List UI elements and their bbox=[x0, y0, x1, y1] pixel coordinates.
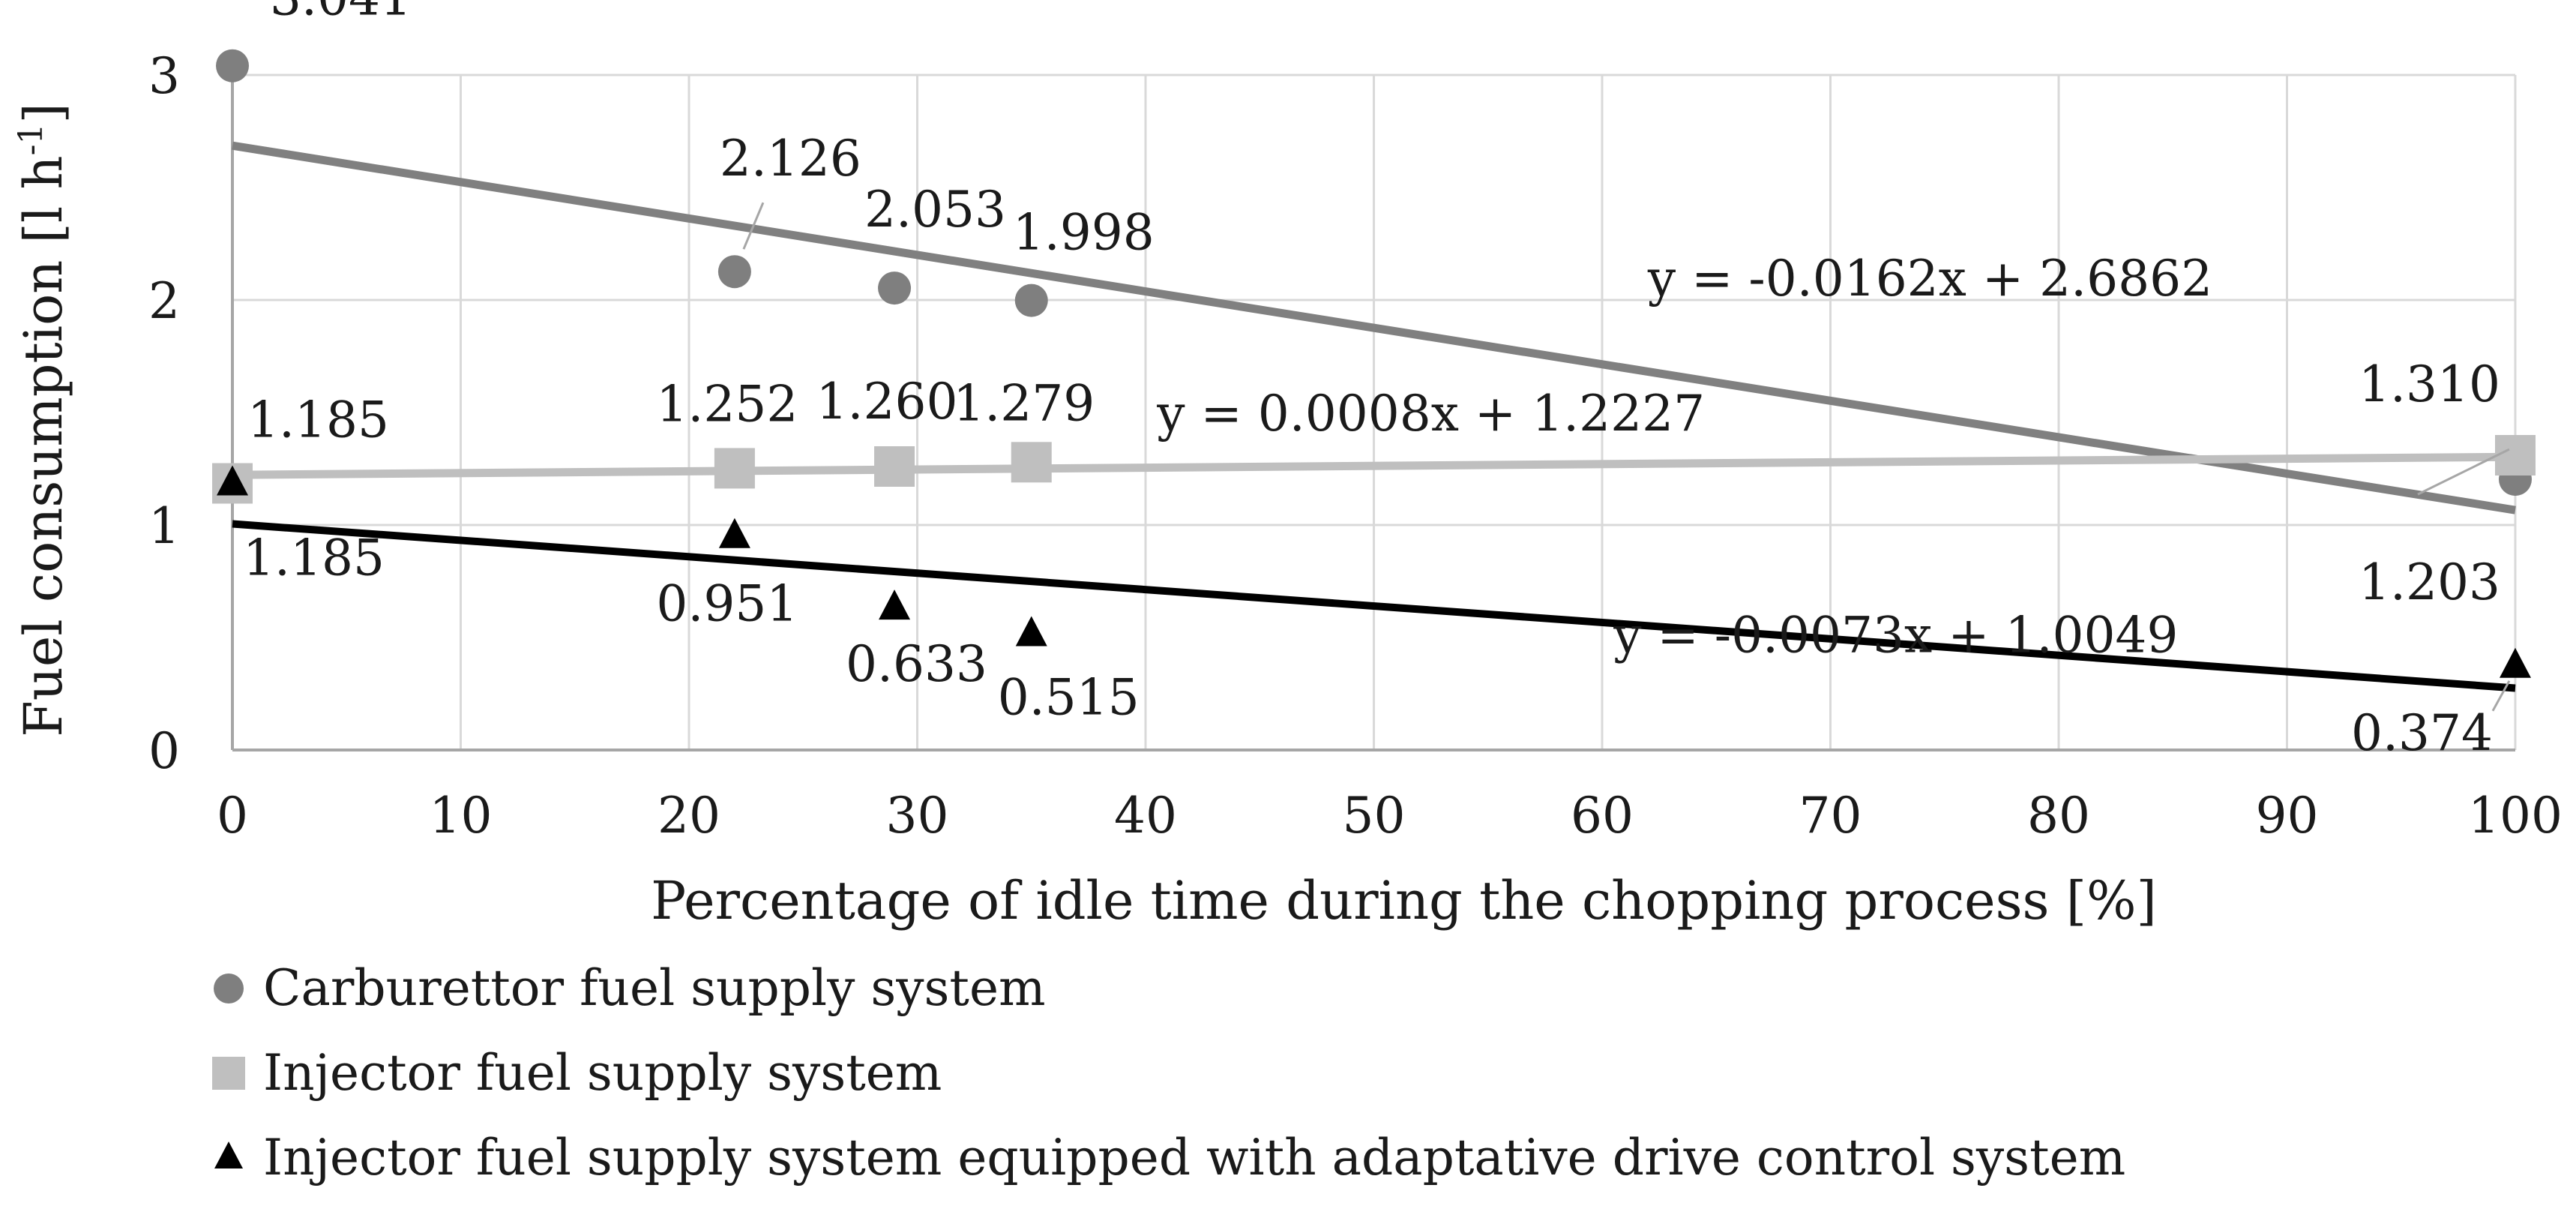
trendline bbox=[232, 520, 2516, 692]
carburettor-data-label: 2.053 bbox=[864, 181, 1006, 238]
grid bbox=[232, 74, 2517, 750]
carburettor-point bbox=[878, 272, 912, 305]
trendline bbox=[232, 452, 2516, 479]
legend-triangle-icon bbox=[214, 1142, 243, 1168]
legend-label: Injector fuel supply system equipped wit… bbox=[263, 1129, 2125, 1186]
x-tick-label: 100 bbox=[2468, 787, 2563, 844]
x-tick-label: 60 bbox=[1571, 787, 1634, 844]
x-axis-title: Percentage of idle time during the chopp… bbox=[651, 870, 2157, 932]
adaptive-point bbox=[2500, 647, 2531, 678]
trendlines bbox=[232, 141, 2516, 692]
injector-data-label: 1.279 bbox=[953, 374, 1095, 432]
data-points bbox=[212, 49, 2536, 678]
y-tick-label: 2 bbox=[148, 272, 180, 330]
legend-square-icon bbox=[212, 1057, 245, 1090]
x-tick-label: 40 bbox=[1114, 787, 1177, 844]
carburettor-point bbox=[216, 49, 249, 82]
y-axis-title-main: Fuel consumption [l h bbox=[13, 155, 74, 736]
x-tick-label: 20 bbox=[657, 787, 720, 844]
trendline bbox=[232, 141, 2516, 514]
carburettor-equation: y = -0.0162x + 2.6862 bbox=[1647, 250, 2212, 308]
injector-point bbox=[714, 448, 755, 489]
x-tick-label: 30 bbox=[886, 787, 949, 844]
adaptive-point bbox=[879, 590, 911, 620]
y-axis-title: Fuel consumption [l h-1] bbox=[12, 103, 74, 737]
leader-line bbox=[2491, 680, 2511, 712]
injector-point bbox=[1011, 442, 1052, 483]
carburettor-data-label: 1.998 bbox=[1013, 204, 1155, 262]
adaptive-equation: y = -0.0073x + 1.0049 bbox=[1613, 607, 2178, 664]
carburettor-data-label: 3.041 bbox=[270, 0, 412, 27]
adaptive-point bbox=[217, 465, 248, 496]
x-tick-label: 0 bbox=[217, 787, 248, 844]
injector-data-label: 1.260 bbox=[816, 373, 958, 430]
y-axis-title-superscript: -1 bbox=[12, 124, 50, 156]
y-tick-label: 1 bbox=[148, 497, 180, 555]
x-tick-label: 70 bbox=[1799, 787, 1862, 844]
leader-line bbox=[742, 202, 765, 250]
x-tick-label: 90 bbox=[2256, 787, 2319, 844]
adaptive-point bbox=[718, 518, 750, 548]
injector-point bbox=[2495, 435, 2536, 476]
axis-titles: Percentage of idle time during the chopp… bbox=[12, 103, 2157, 932]
y-axis-title-tail: ] bbox=[13, 103, 74, 123]
adaptive-data-label: 0.951 bbox=[656, 575, 798, 633]
legend: Carburettor fuel supply system Injector f… bbox=[212, 959, 2125, 1186]
adaptive-data-label: 0.374 bbox=[2351, 704, 2493, 762]
legend-circle-icon bbox=[214, 974, 244, 1004]
adaptive-data-label: 0.515 bbox=[998, 669, 1140, 727]
legend-label: Injector fuel supply system bbox=[263, 1044, 942, 1102]
injector-data-label: 1.252 bbox=[656, 375, 798, 433]
carburettor-point bbox=[717, 255, 751, 289]
x-tick-label: 50 bbox=[1343, 787, 1406, 844]
carburettor-data-label: 2.126 bbox=[720, 130, 861, 188]
injector-point bbox=[874, 446, 915, 487]
adaptive-data-label: 1.185 bbox=[243, 530, 385, 587]
carburettor-point bbox=[1014, 284, 1048, 317]
x-tick-label: 80 bbox=[2027, 787, 2090, 844]
injector-data-label: 1.185 bbox=[247, 392, 389, 449]
injector-data-label: 1.310 bbox=[2359, 356, 2500, 413]
leader-line bbox=[2417, 448, 2510, 496]
adaptive-data-label: 0.633 bbox=[846, 635, 987, 693]
y-tick-label: 3 bbox=[148, 47, 180, 105]
adaptive-point bbox=[1015, 616, 1047, 646]
y-tick-label: 0 bbox=[148, 722, 180, 780]
legend-label: Carburettor fuel supply system bbox=[263, 959, 1046, 1017]
carburettor-data-label: 1.203 bbox=[2359, 554, 2500, 611]
x-tick-label: 10 bbox=[430, 787, 493, 844]
injector-equation: y = 0.0008x + 1.2227 bbox=[1156, 385, 1705, 442]
axes: 0 10 20 30 40 50 60 70 80 90 100 0 1 2 3 bbox=[148, 47, 2563, 844]
trendline-equations: y = -0.0162x + 2.6862 y = 0.0008x + 1.222… bbox=[1156, 250, 2212, 664]
